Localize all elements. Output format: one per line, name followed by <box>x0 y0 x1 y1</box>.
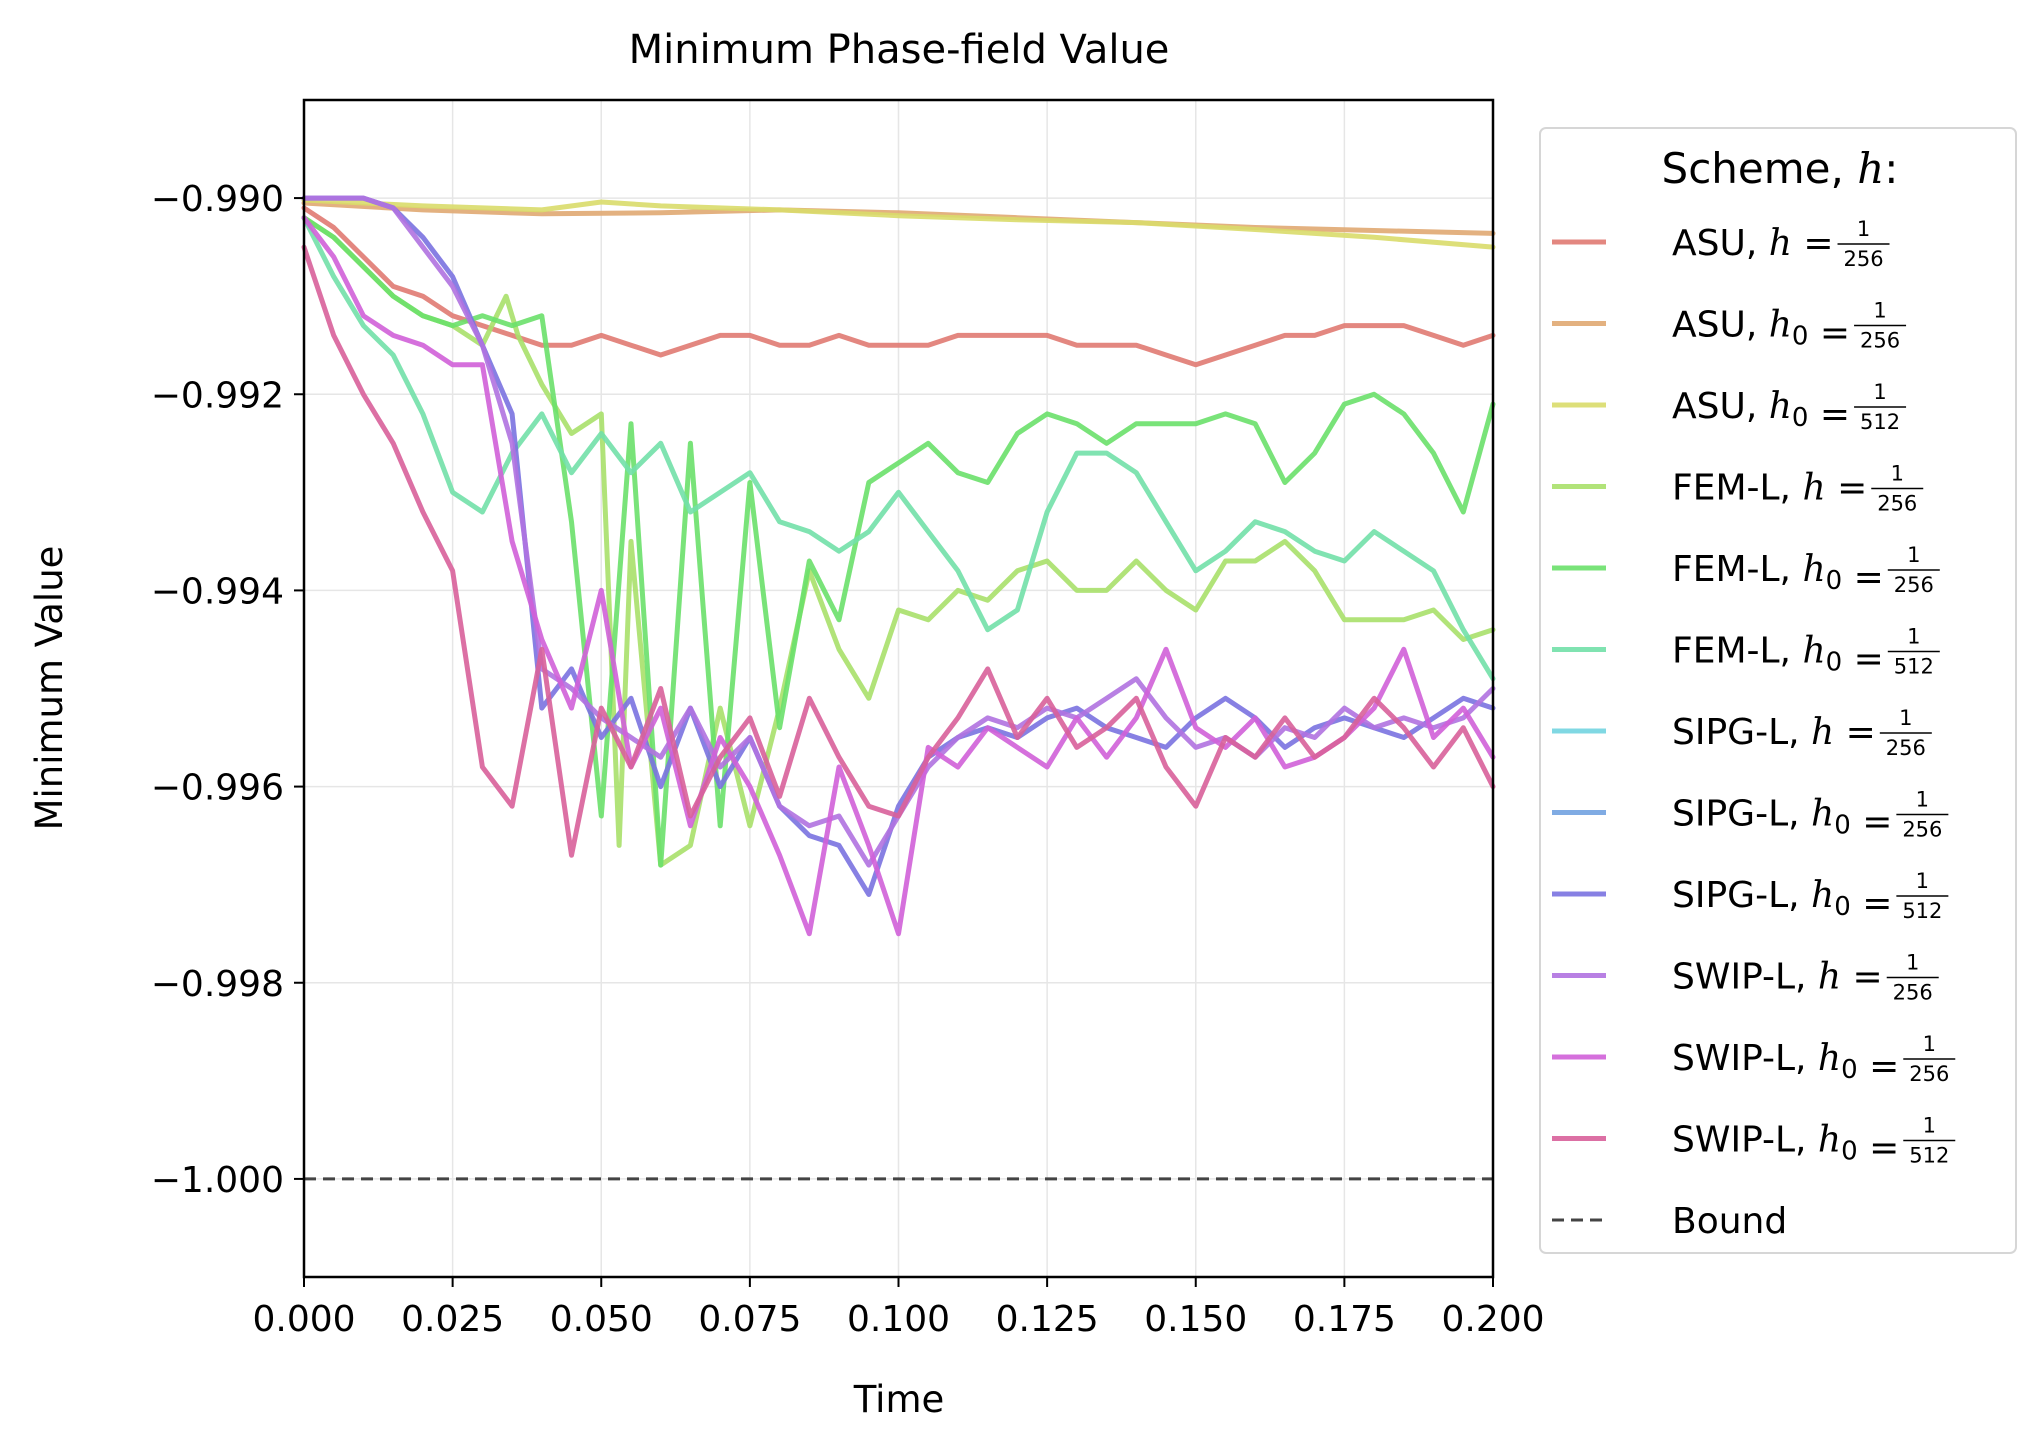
legend-label: SWIP-L, h0 = <box>1672 1038 1899 1087</box>
legend-frac-den: 512 <box>1909 1144 1949 1168</box>
chart-title: Minimum Phase-field Value <box>629 27 1170 73</box>
legend-item: ASU, h = 1 256 <box>1552 217 1890 271</box>
x-tick-label: 0.000 <box>252 1299 355 1340</box>
series-line-2 <box>301 197 1496 250</box>
series-line-0 <box>301 205 1496 368</box>
legend-item: SWIP-L, h = 1 256 <box>1552 951 1939 1005</box>
y-axis-label: Minimum Value <box>28 546 71 831</box>
legend-frac-den: 256 <box>1877 492 1917 516</box>
legend-box <box>1539 127 2017 1254</box>
y-tick-label: −1.000 <box>151 1160 284 1201</box>
legend-frac-num: 1 <box>1857 217 1870 241</box>
series-line-4 <box>301 215 1496 868</box>
legend-frac-den: 512 <box>1902 899 1942 923</box>
legend-label: FEM-L, h = <box>1672 468 1867 509</box>
legend-label: SWIP-L, h0 = <box>1672 1120 1899 1169</box>
legend-frac-num: 1 <box>1907 625 1920 649</box>
legend-frac-den: 256 <box>1886 736 1926 760</box>
legend-frac-num: 1 <box>1916 869 1929 893</box>
series-layer <box>301 195 1496 937</box>
legend-item: SIPG-L, h = 1 256 <box>1552 706 1932 760</box>
legend-item: ASU, h0 = 1 256 <box>1552 299 1907 354</box>
legend-item: SIPG-L, h0 = 1 512 <box>1552 869 1949 924</box>
legend-frac-den: 256 <box>1902 818 1942 842</box>
legend-frac-num: 1 <box>1916 788 1929 812</box>
x-tick-label: 0.200 <box>1441 1299 1544 1340</box>
legend-item: FEM-L, h0 = 1 512 <box>1552 625 1940 680</box>
legend-label: SIPG-L, h = <box>1672 712 1876 753</box>
legend-title: Scheme, h: <box>1662 144 1899 193</box>
legend-frac-den: 512 <box>1860 410 1900 434</box>
legend-frac-den: 256 <box>1843 247 1883 271</box>
legend-frac-num: 1 <box>1906 951 1919 975</box>
legend-frac-num: 1 <box>1891 462 1904 486</box>
legend-frac-num: 1 <box>1873 299 1886 323</box>
legend-item: ASU, h0 = 1 512 <box>1552 380 1907 435</box>
x-tick-label: 0.150 <box>1144 1299 1247 1340</box>
y-tick-label: −0.990 <box>151 179 284 220</box>
legend-label: ASU, h0 = <box>1672 305 1850 354</box>
legend-frac-den: 256 <box>1893 981 1933 1005</box>
legend-label: SIPG-L, h0 = <box>1672 794 1892 843</box>
legend-label-bound: Bound <box>1672 1201 1787 1242</box>
legend-frac-num: 1 <box>1923 1032 1936 1056</box>
legend-label: ASU, h0 = <box>1672 386 1850 435</box>
legend-label: FEM-L, h0 = <box>1672 631 1884 680</box>
legend-label: SIPG-L, h0 = <box>1672 875 1892 924</box>
legend-frac-den: 256 <box>1860 329 1900 353</box>
y-tick-label: −0.998 <box>151 964 284 1005</box>
legend-frac-den: 256 <box>1909 1062 1949 1086</box>
y-tick-label: −0.992 <box>151 375 284 416</box>
x-tick-label: 0.175 <box>1293 1299 1396 1340</box>
series-line-11 <box>301 244 1496 858</box>
legend-frac-den: 512 <box>1894 655 1934 679</box>
legend-frac-num: 1 <box>1899 706 1912 730</box>
x-tick-label: 0.025 <box>401 1299 504 1340</box>
legend-frac-den: 256 <box>1894 573 1934 597</box>
legend-item: FEM-L, h = 1 256 <box>1552 462 1924 516</box>
legend-label: ASU, h = <box>1672 223 1834 264</box>
legend-frac-num: 1 <box>1873 380 1886 404</box>
legend-frac-num: 1 <box>1923 1114 1936 1138</box>
x-axis: 0.000 0.025 0.050 0.075 0.100 0.125 0.150 0.175… <box>252 1277 1545 1340</box>
x-tick-label: 0.050 <box>550 1299 653 1340</box>
y-axis: −0.990 −0.992 −0.994 −0.996 −0.998 −1.000 <box>151 179 304 1201</box>
series-line-3 <box>301 215 1496 868</box>
x-tick-label: 0.100 <box>847 1299 950 1340</box>
legend-item: SIPG-L, h0 = 1 256 <box>1552 788 1949 843</box>
y-tick-label: −0.996 <box>151 768 284 809</box>
legend-label: SWIP-L, h = <box>1672 957 1883 998</box>
series-line-1 <box>301 200 1496 236</box>
series-line-8 <box>301 195 1496 897</box>
y-tick-label: −0.994 <box>151 571 284 612</box>
series-line-10 <box>301 215 1496 937</box>
legend-frac-num: 1 <box>1907 543 1920 567</box>
legend-item: SWIP-L, h0 = 1 256 <box>1552 1032 1956 1087</box>
legend-item-bound: Bound <box>1552 1201 1787 1242</box>
legend-items: ASU, h = 1 256 ASU, h0 = 1 256 ASU, h0 = 1 51… <box>1552 217 1956 1242</box>
x-axis-label: Time <box>853 1378 945 1421</box>
x-tick-label: 0.075 <box>698 1299 801 1340</box>
legend-item: SWIP-L, h0 = 1 512 <box>1552 1114 1956 1169</box>
legend-item: FEM-L, h0 = 1 256 <box>1552 543 1940 598</box>
x-tick-label: 0.125 <box>996 1299 1099 1340</box>
legend-label: FEM-L, h0 = <box>1672 549 1884 598</box>
